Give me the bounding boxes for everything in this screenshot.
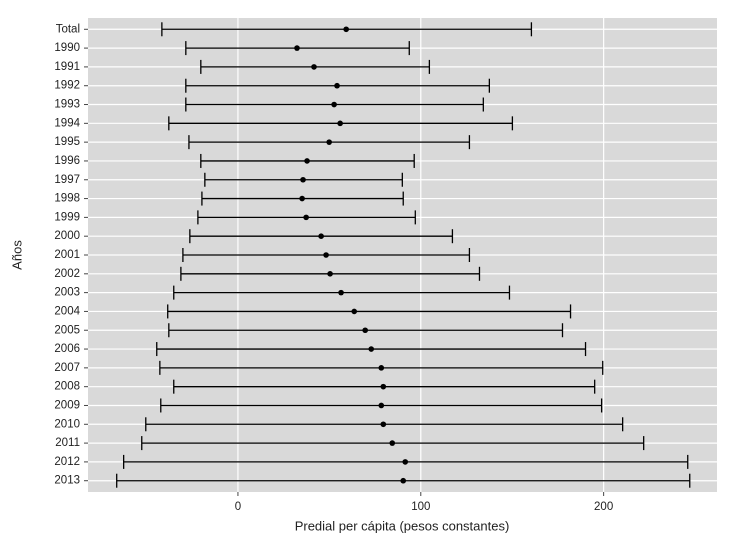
y-tick-label: 2006: [54, 343, 80, 355]
point: [331, 101, 337, 108]
point: [334, 82, 340, 89]
y-tick-label: 1993: [54, 99, 80, 111]
y-tick-label: 2009: [54, 400, 80, 412]
point: [389, 440, 396, 446]
y-tick-label: 2008: [54, 381, 80, 393]
y-tick-label: 1992: [54, 80, 80, 92]
x-tick-label: 200: [594, 501, 613, 513]
y-tick-label: 1994: [54, 117, 80, 129]
y-tick-label: 2013: [54, 475, 80, 487]
y-tick-label: 1996: [54, 155, 80, 167]
y-tick-label: 2011: [55, 437, 80, 449]
y-tick-label: 2003: [54, 287, 80, 299]
x-tick-label: 0: [235, 501, 241, 513]
y-tick-label: 1998: [54, 193, 80, 205]
point: [326, 139, 332, 145]
y-tick-label: 2000: [54, 230, 80, 242]
point: [380, 383, 387, 390]
y-tick-label: 1997: [54, 174, 80, 186]
point: [362, 327, 368, 334]
point: [311, 64, 317, 70]
point: [402, 459, 409, 465]
y-tick-label: 1999: [54, 211, 80, 223]
point: [378, 402, 385, 409]
point: [323, 252, 329, 258]
point: [299, 195, 305, 202]
y-tick-label: 1995: [54, 136, 80, 148]
point: [351, 308, 358, 315]
x-tick-label: 100: [411, 501, 430, 513]
y-tick-label: 1990: [54, 42, 80, 54]
y-tick-label: 2007: [54, 362, 80, 374]
point: [338, 289, 344, 296]
y-tick-label: 2012: [54, 456, 80, 468]
y-axis-title: Años: [9, 240, 24, 270]
point: [380, 421, 387, 428]
point: [303, 214, 309, 221]
point: [304, 158, 310, 164]
point: [300, 176, 306, 183]
point: [378, 365, 385, 371]
point: [318, 233, 324, 239]
point: [327, 271, 333, 277]
y-tick-label: 2002: [54, 268, 80, 280]
y-tick-label: 2010: [54, 418, 80, 430]
y-tick-label: 2001: [54, 249, 80, 261]
point: [337, 120, 343, 127]
y-tick-label: Total: [56, 23, 80, 35]
y-tick-label: 2005: [54, 324, 80, 336]
y-tick-label: 1991: [54, 61, 80, 73]
point: [294, 45, 300, 51]
point: [400, 477, 407, 484]
x-axis-title: Predial per cápita (pesos constantes): [295, 518, 510, 533]
point: [343, 26, 349, 33]
point: [368, 346, 375, 352]
y-tick-label: 2004: [54, 305, 80, 317]
